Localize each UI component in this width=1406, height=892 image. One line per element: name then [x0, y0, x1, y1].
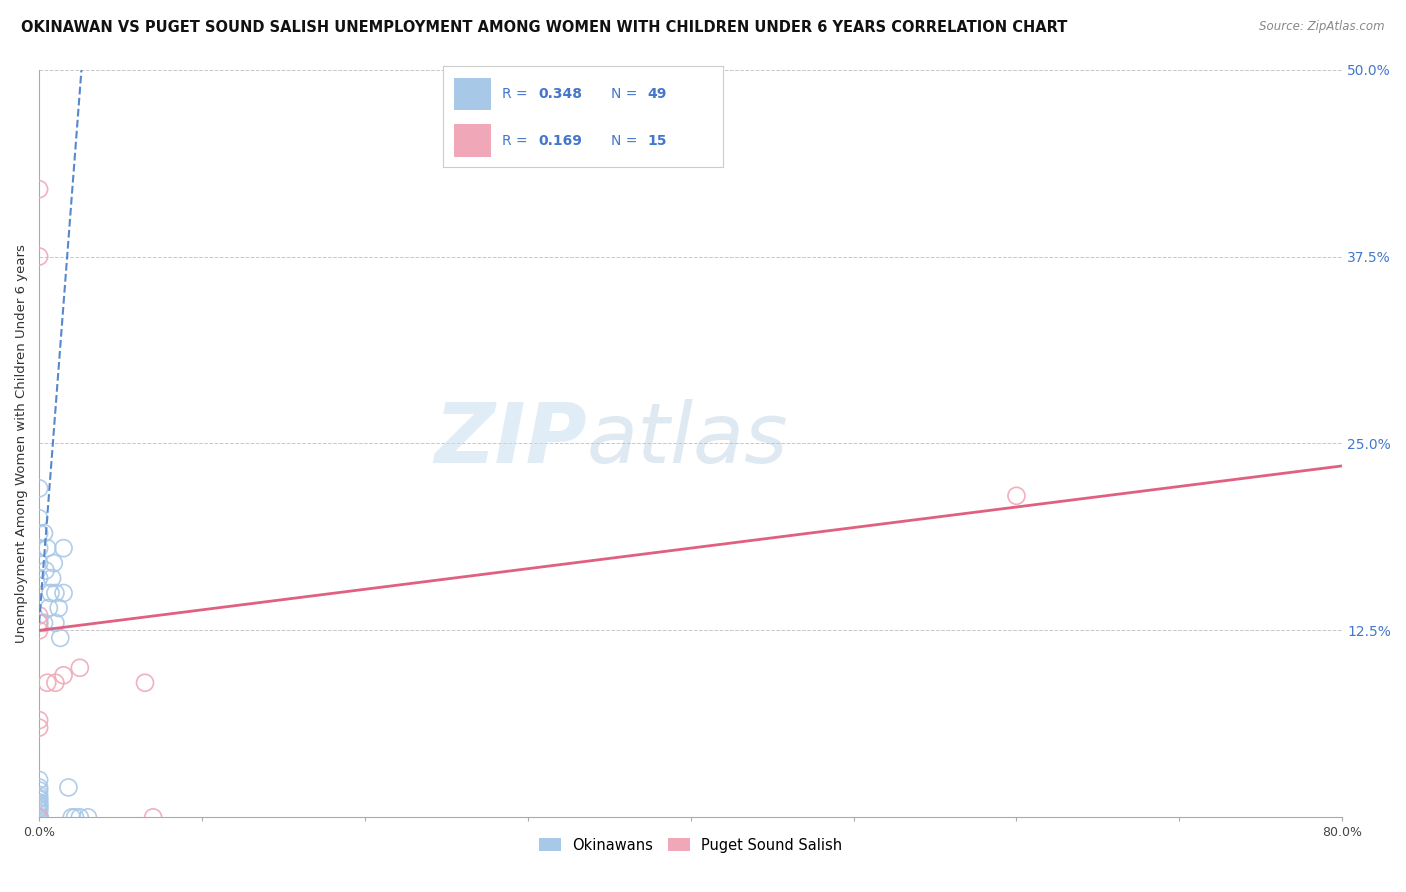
Point [28, 481, 51, 495]
Point [52, 541, 75, 556]
Point [32, 526, 55, 541]
Point [1005, 489, 1028, 503]
Point [28, 571, 51, 585]
Point [28, 615, 51, 630]
Point [28, 797, 51, 811]
Point [28, 783, 51, 797]
Point [37, 541, 59, 556]
Point [44, 675, 66, 690]
Point [28, 791, 51, 805]
Point [28, 713, 51, 727]
Point [52, 586, 75, 600]
Point [52, 668, 75, 682]
Point [28, 810, 51, 824]
Point [28, 810, 51, 824]
Text: ZIP: ZIP [434, 400, 586, 480]
Point [34, 564, 56, 578]
Point [28, 796, 51, 810]
Point [28, 511, 51, 525]
Point [41, 571, 63, 585]
Point [44, 586, 66, 600]
Point [28, 810, 51, 824]
Point [28, 810, 51, 824]
Point [28, 810, 51, 824]
Point [28, 810, 51, 824]
Point [142, 810, 165, 824]
Point [28, 780, 51, 795]
Point [28, 526, 51, 541]
Point [28, 788, 51, 802]
Text: OKINAWAN VS PUGET SOUND SALISH UNEMPLOYMENT AMONG WOMEN WITH CHILDREN UNDER 6 YE: OKINAWAN VS PUGET SOUND SALISH UNEMPLOYM… [21, 20, 1067, 35]
Point [28, 624, 51, 638]
Text: Source: ZipAtlas.com: Source: ZipAtlas.com [1260, 20, 1385, 33]
Point [39, 586, 62, 600]
Point [28, 772, 51, 787]
Point [28, 721, 51, 735]
Point [28, 800, 51, 814]
Point [42, 556, 65, 570]
Point [28, 615, 51, 630]
Point [38, 601, 60, 615]
Point [28, 810, 51, 824]
Point [37, 675, 59, 690]
Point [28, 810, 51, 824]
Point [49, 631, 72, 645]
Point [69, 661, 91, 675]
Point [28, 810, 51, 824]
Point [28, 801, 51, 815]
Point [58, 780, 80, 795]
Point [28, 810, 51, 824]
Point [28, 608, 51, 623]
Point [32, 615, 55, 630]
Text: atlas: atlas [586, 400, 787, 480]
Point [63, 810, 86, 824]
Point [28, 250, 51, 264]
Point [48, 601, 70, 615]
Point [44, 615, 66, 630]
Point [134, 675, 156, 690]
Point [28, 805, 51, 820]
Point [77, 810, 100, 824]
Point [28, 792, 51, 806]
Point [28, 803, 51, 817]
Point [28, 182, 51, 196]
Point [60, 810, 83, 824]
Point [28, 541, 51, 556]
Point [69, 810, 91, 824]
Legend: Okinawans, Puget Sound Salish: Okinawans, Puget Sound Salish [533, 832, 848, 859]
Y-axis label: Unemployment Among Women with Children Under 6 years: Unemployment Among Women with Children U… [15, 244, 28, 643]
Point [28, 556, 51, 570]
Point [28, 798, 51, 813]
Point [28, 810, 51, 824]
